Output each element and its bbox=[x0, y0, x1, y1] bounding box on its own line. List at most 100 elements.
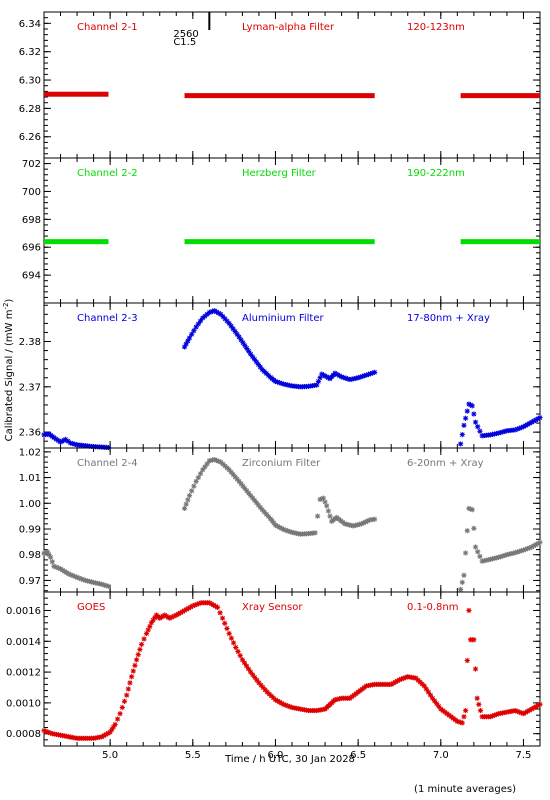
y-tick-label: 6.32 bbox=[19, 47, 41, 58]
y-tick-label: 2.36 bbox=[19, 428, 41, 439]
panel-2: 694 696 698 700 702 Channel 2-2 Herzberg Filte… bbox=[22, 157, 541, 304]
data-point bbox=[332, 370, 338, 376]
data-point bbox=[467, 506, 474, 512]
data-point bbox=[336, 373, 342, 379]
data-point bbox=[82, 577, 88, 584]
data-point bbox=[234, 331, 240, 337]
data-point bbox=[257, 504, 263, 510]
data-point bbox=[436, 703, 442, 709]
y-tick-label: 700 bbox=[22, 187, 41, 198]
data-point bbox=[195, 474, 201, 481]
flare-label-top: 2560 bbox=[173, 29, 198, 40]
data-point bbox=[101, 582, 107, 588]
data-point bbox=[336, 696, 342, 702]
y-tick-label: 0.97 bbox=[19, 576, 41, 587]
data-point bbox=[220, 461, 226, 467]
data-point bbox=[130, 668, 136, 674]
data-point bbox=[213, 457, 220, 464]
data-point bbox=[506, 551, 512, 557]
panels-group: 6.26 6.28 6.30 6.32 6.34 Channel 2-1 Lyman-alp… bbox=[6, 11, 543, 747]
y-tick-label: 0.0014 bbox=[6, 637, 41, 648]
data-point bbox=[520, 547, 527, 553]
data-point bbox=[525, 708, 531, 714]
data-point bbox=[145, 627, 151, 633]
data-point bbox=[494, 711, 500, 718]
data-point bbox=[137, 646, 143, 653]
data-point bbox=[121, 698, 128, 704]
data-point bbox=[522, 709, 529, 716]
data-point bbox=[463, 707, 469, 714]
data-point bbox=[228, 323, 234, 329]
panel-channel-label: Channel 2-3 bbox=[77, 313, 138, 324]
data-point bbox=[508, 551, 514, 557]
data-point bbox=[70, 441, 76, 447]
data-point bbox=[244, 488, 250, 494]
data-point bbox=[241, 660, 248, 666]
data-point bbox=[514, 426, 520, 432]
data-point bbox=[53, 564, 59, 570]
data-point bbox=[135, 652, 141, 658]
data-point bbox=[211, 456, 217, 463]
data-point bbox=[186, 492, 193, 499]
panel-data bbox=[44, 239, 540, 245]
data-segment bbox=[460, 239, 540, 245]
data-point bbox=[105, 583, 112, 589]
data-point bbox=[527, 545, 533, 551]
data-point bbox=[458, 441, 464, 447]
data-point bbox=[260, 684, 266, 691]
data-point bbox=[474, 695, 480, 701]
data-point bbox=[261, 509, 267, 515]
data-point bbox=[112, 721, 118, 728]
data-point bbox=[206, 309, 212, 316]
panel-1: 6.26 6.28 6.30 6.32 6.34 Channel 2-1 Lyman-alp… bbox=[19, 11, 541, 159]
data-point bbox=[238, 337, 244, 343]
data-point bbox=[240, 340, 246, 346]
panel-4: 0.97 0.98 0.99 1.00 1.01 1.02 Channel 2-4 Zirco… bbox=[19, 447, 543, 593]
data-point bbox=[334, 371, 340, 378]
y-tick-label: 0.98 bbox=[19, 550, 41, 561]
data-point bbox=[181, 344, 188, 350]
data-point bbox=[512, 550, 518, 556]
data-point bbox=[477, 553, 483, 560]
data-point bbox=[64, 570, 70, 576]
data-point bbox=[487, 714, 493, 720]
data-point bbox=[242, 342, 248, 349]
data-point bbox=[125, 686, 131, 692]
data-point bbox=[279, 700, 285, 706]
data-point bbox=[62, 436, 69, 442]
data-point bbox=[317, 496, 323, 503]
data-point bbox=[169, 614, 175, 620]
y-tick-label: 694 bbox=[22, 271, 41, 282]
data-point bbox=[208, 601, 214, 607]
data-point bbox=[504, 552, 510, 558]
panel-frame bbox=[43, 447, 541, 593]
data-point bbox=[358, 521, 365, 527]
data-point bbox=[514, 549, 520, 555]
data-point bbox=[281, 701, 287, 708]
data-point bbox=[320, 495, 327, 501]
data-point bbox=[141, 636, 147, 642]
y-tick-label: 0.0012 bbox=[6, 668, 41, 679]
data-point bbox=[346, 522, 352, 528]
data-point bbox=[99, 734, 105, 740]
panel-band-label: 120-123nm bbox=[407, 22, 465, 33]
data-point bbox=[211, 308, 217, 314]
data-point bbox=[315, 513, 321, 519]
data-point bbox=[535, 540, 541, 547]
panel-filter-label: Xray Sensor bbox=[242, 602, 303, 613]
data-point bbox=[355, 375, 361, 381]
y-tick-label: 698 bbox=[22, 215, 41, 226]
data-point bbox=[147, 623, 153, 629]
data-point bbox=[44, 549, 50, 555]
data-point bbox=[228, 469, 234, 475]
panel-band-label: 6-20nm + Xray bbox=[407, 458, 484, 469]
data-point bbox=[277, 524, 283, 530]
data-point bbox=[191, 328, 197, 334]
data-point bbox=[215, 604, 221, 610]
data-point bbox=[463, 550, 469, 556]
data-point bbox=[167, 615, 173, 621]
data-point bbox=[233, 644, 239, 651]
data-point bbox=[342, 521, 348, 527]
data-point bbox=[45, 729, 51, 735]
y-tick-label: 6.30 bbox=[19, 76, 41, 87]
